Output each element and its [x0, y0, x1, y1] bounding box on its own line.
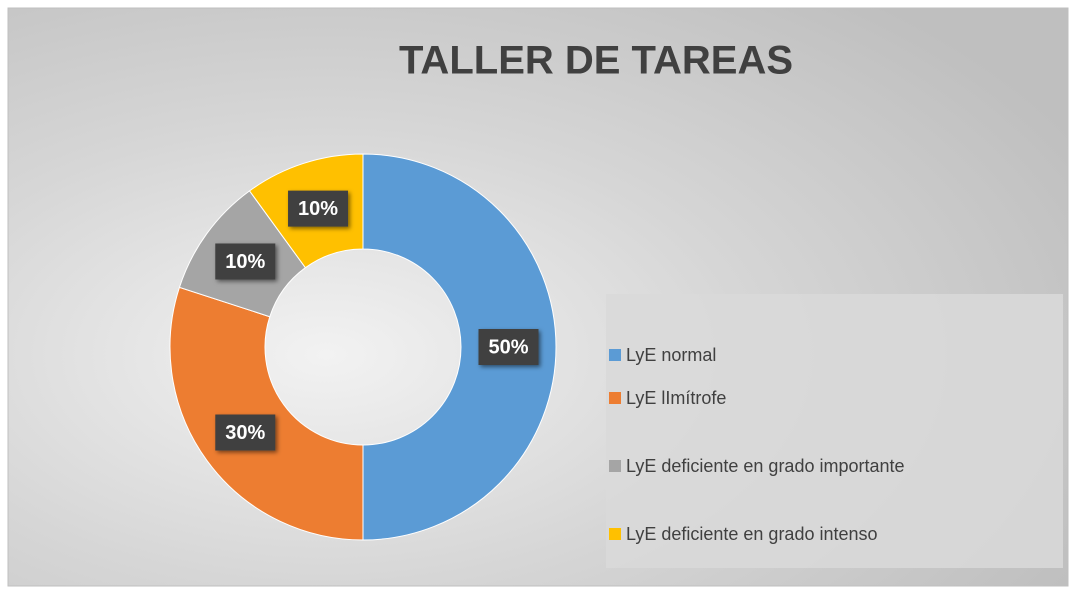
- data-label: 10%: [225, 251, 265, 273]
- donut-slice: [362, 153, 557, 541]
- legend-swatch: [609, 349, 621, 361]
- legend-label: LyE deficiente en grado importante: [626, 456, 905, 476]
- legend-label: LyE lImítrofe: [626, 388, 726, 408]
- data-label-box: [215, 414, 276, 451]
- chart-title: TALLER DE TAREAS: [399, 39, 793, 83]
- data-label: 30%: [225, 422, 265, 444]
- legend-swatch: [609, 392, 621, 404]
- data-label: 10%: [298, 198, 338, 220]
- legend-label: LyE deficiente en grado intenso: [626, 524, 878, 544]
- legend-box: [606, 294, 1063, 568]
- donut-slice: [169, 286, 364, 541]
- legend-label: LyE normal: [626, 345, 716, 365]
- legend-swatch: [609, 528, 621, 540]
- data-label-box: [215, 243, 276, 280]
- data-label: 50%: [488, 336, 528, 358]
- legend-swatch: [609, 460, 621, 472]
- data-label-box: [478, 329, 539, 365]
- data-label-box: [288, 190, 349, 227]
